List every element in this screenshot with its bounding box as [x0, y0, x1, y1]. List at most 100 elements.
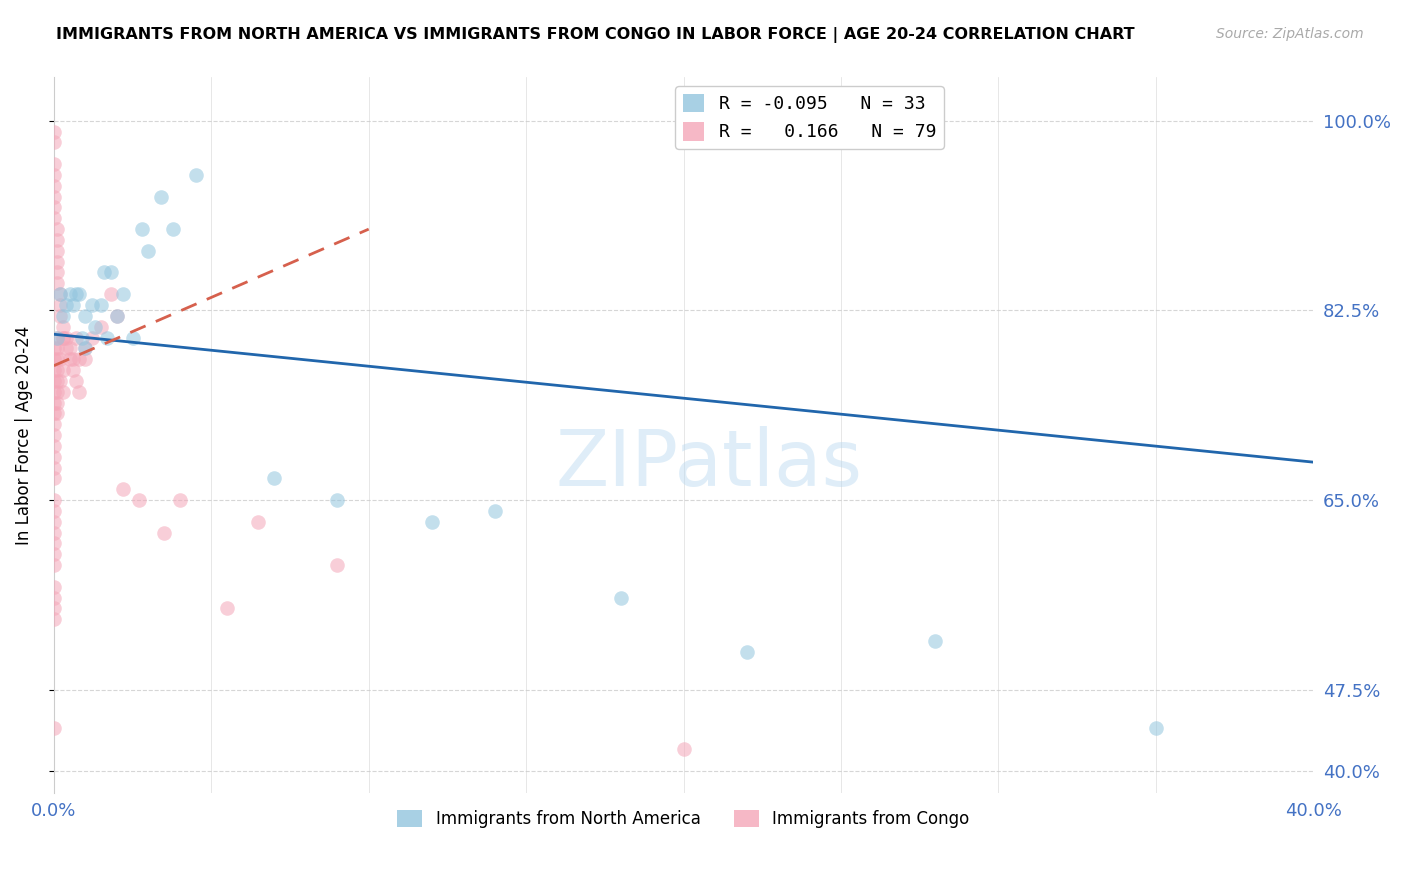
Point: [67, 287, 90, 301]
Point: [90, 319, 112, 334]
Point: [672, 742, 695, 756]
Point: [62, 352, 84, 367]
Point: [42, 352, 65, 367]
Point: [90, 298, 112, 312]
Point: [49, 287, 72, 301]
Point: [42, 201, 65, 215]
Point: [49, 298, 72, 312]
Point: [184, 168, 207, 182]
Point: [52, 330, 75, 344]
Point: [131, 222, 153, 236]
Point: [162, 222, 184, 236]
Point: [105, 309, 128, 323]
Point: [42, 493, 65, 508]
Point: [42, 363, 65, 377]
Point: [62, 363, 84, 377]
Point: [52, 363, 75, 377]
Point: [46, 222, 69, 236]
Point: [42, 591, 65, 605]
Point: [42, 395, 65, 409]
Point: [42, 178, 65, 193]
Point: [65, 374, 87, 388]
Point: [42, 428, 65, 442]
Point: [49, 287, 72, 301]
Point: [52, 319, 75, 334]
Point: [58, 287, 80, 301]
Point: [46, 244, 69, 258]
Point: [42, 558, 65, 573]
Point: [42, 157, 65, 171]
Point: [42, 460, 65, 475]
Point: [42, 189, 65, 203]
Point: [1144, 721, 1167, 735]
Point: [46, 254, 69, 268]
Point: [46, 352, 69, 367]
Point: [80, 330, 103, 344]
Point: [67, 384, 90, 399]
Point: [55, 298, 77, 312]
Point: [83, 319, 105, 334]
Point: [105, 309, 128, 323]
Point: [42, 547, 65, 561]
Point: [46, 330, 69, 344]
Point: [247, 515, 270, 529]
Point: [70, 330, 93, 344]
Point: [80, 298, 103, 312]
Point: [42, 612, 65, 626]
Point: [112, 287, 135, 301]
Point: [62, 298, 84, 312]
Point: [67, 352, 90, 367]
Point: [46, 395, 69, 409]
Point: [42, 417, 65, 432]
Point: [46, 342, 69, 356]
Point: [42, 721, 65, 735]
Point: [58, 342, 80, 356]
Point: [128, 493, 150, 508]
Point: [100, 287, 122, 301]
Point: [112, 482, 135, 496]
Point: [42, 439, 65, 453]
Point: [263, 471, 285, 485]
Point: [169, 493, 191, 508]
Y-axis label: In Labor Force | Age 20-24: In Labor Force | Age 20-24: [15, 326, 32, 545]
Point: [121, 330, 143, 344]
Text: Source: ZipAtlas.com: Source: ZipAtlas.com: [1216, 27, 1364, 41]
Point: [153, 525, 176, 540]
Point: [42, 136, 65, 150]
Point: [52, 309, 75, 323]
Point: [42, 125, 65, 139]
Point: [55, 330, 77, 344]
Point: [42, 504, 65, 518]
Point: [42, 211, 65, 226]
Point: [42, 536, 65, 550]
Point: [42, 515, 65, 529]
Point: [49, 309, 72, 323]
Point: [326, 493, 349, 508]
Point: [484, 504, 506, 518]
Point: [149, 189, 172, 203]
Point: [49, 374, 72, 388]
Point: [46, 233, 69, 247]
Point: [326, 558, 349, 573]
Point: [65, 330, 87, 344]
Text: IMMIGRANTS FROM NORTH AMERICA VS IMMIGRANTS FROM CONGO IN LABOR FORCE | AGE 20-2: IMMIGRANTS FROM NORTH AMERICA VS IMMIGRA…: [56, 27, 1135, 43]
Point: [42, 342, 65, 356]
Point: [42, 384, 65, 399]
Point: [136, 244, 159, 258]
Point: [58, 352, 80, 367]
Point: [75, 352, 97, 367]
Point: [924, 634, 946, 648]
Text: ZIPatlas: ZIPatlas: [555, 425, 862, 501]
Point: [96, 330, 118, 344]
Point: [46, 277, 69, 291]
Point: [42, 580, 65, 594]
Point: [93, 265, 115, 279]
Legend: Immigrants from North America, Immigrants from Congo: Immigrants from North America, Immigrant…: [391, 803, 976, 834]
Point: [65, 287, 87, 301]
Point: [52, 384, 75, 399]
Point: [46, 384, 69, 399]
Point: [609, 591, 631, 605]
Point: [42, 450, 65, 464]
Point: [100, 265, 122, 279]
Point: [46, 406, 69, 420]
